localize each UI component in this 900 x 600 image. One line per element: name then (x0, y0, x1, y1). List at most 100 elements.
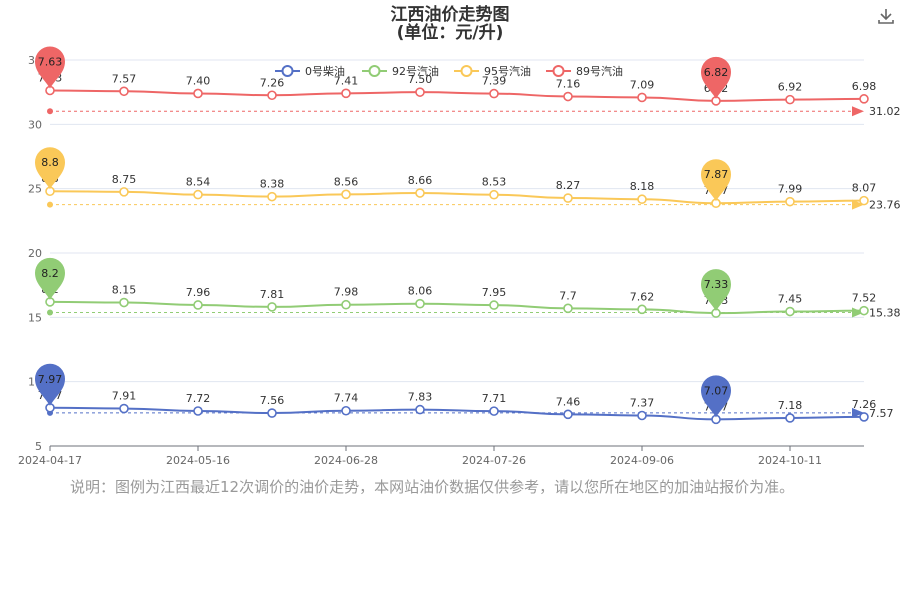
y-tick-label: 25 (28, 183, 42, 196)
legend-symbol (368, 65, 381, 77)
data-point (489, 300, 499, 310)
pin-shape (701, 56, 731, 99)
data-label: 7.37 (630, 397, 655, 410)
data-label: 7.7 (559, 289, 577, 302)
legend-item[interactable]: 92号汽油 (362, 64, 439, 78)
chart-title: 江西油价走势图 (391, 4, 510, 25)
legend-item[interactable]: 95号汽油 (454, 64, 531, 78)
data-point (637, 194, 647, 205)
data-label: 7.96 (186, 286, 211, 299)
average-start-dot (47, 201, 53, 208)
data-point (785, 196, 795, 207)
legend[interactable]: 0号柴油 92号汽油 95号汽油 89号汽油 (275, 64, 623, 78)
average-start-dot (47, 108, 53, 115)
series-path (49, 190, 865, 205)
data-point (193, 189, 203, 200)
pin-shape (701, 269, 731, 312)
y-tick-label: 15 (28, 311, 42, 324)
data-label: 7.50 (408, 73, 433, 86)
download-icon[interactable] (876, 6, 896, 26)
pin-label: 8.2 (41, 267, 59, 280)
data-point (785, 306, 795, 317)
series-line: 7.577.977.917.727.567.747.837.717.467.37… (38, 389, 894, 425)
data-label: 7.39 (482, 75, 507, 88)
x-tick-label: 2024-07-26 (462, 454, 526, 467)
data-label: 8.38 (260, 178, 285, 191)
legend-symbol (552, 65, 565, 77)
average-label: 23.76 (869, 199, 900, 212)
data-point (637, 304, 647, 315)
pin-shape (701, 159, 731, 202)
data-point (193, 406, 203, 416)
data-point (267, 302, 277, 312)
pin-shape (701, 375, 731, 418)
data-label: 7.26 (260, 76, 285, 89)
data-label: 7.16 (556, 78, 581, 91)
data-point (415, 188, 425, 198)
series-line: 31.027.637.577.407.267.417.507.397.167.0… (38, 71, 900, 118)
data-label: 7.71 (482, 392, 507, 405)
pin-label: 8.8 (41, 156, 59, 169)
x-tick-label: 2024-10-11 (758, 454, 822, 467)
data-point (859, 195, 869, 206)
data-point (119, 86, 129, 97)
y-tick-label: 20 (28, 247, 42, 260)
y-tick-label: 5 (35, 440, 42, 453)
data-label: 6.92 (778, 81, 803, 94)
pin-shape (35, 363, 65, 406)
data-point (267, 408, 277, 418)
max-pin: 7.97 (35, 363, 65, 406)
data-point (563, 303, 573, 314)
data-label: 7.46 (556, 395, 581, 408)
data-point (859, 305, 869, 316)
data-label: 7.56 (260, 394, 285, 407)
average-arrow (852, 407, 864, 418)
pin-label: 7.63 (38, 55, 63, 68)
data-point (341, 299, 351, 310)
data-label: 8.27 (556, 179, 581, 192)
legend-item[interactable]: 0号柴油 (275, 64, 345, 78)
data-label: 8.56 (334, 175, 359, 188)
data-label: 7.52 (852, 292, 877, 305)
data-point (489, 189, 499, 200)
data-point (193, 300, 203, 310)
data-label: 7.91 (112, 390, 137, 403)
max-pin: 7.63 (35, 46, 65, 89)
data-point (859, 94, 869, 104)
data-label: 7.95 (482, 286, 507, 299)
data-point (637, 92, 647, 103)
series-path (49, 300, 865, 315)
data-label: 8.06 (408, 285, 433, 298)
data-label: 8.54 (186, 176, 211, 189)
min-pin: 7.87 (701, 159, 731, 202)
data-label: 8.07 (852, 182, 877, 195)
data-point (785, 94, 795, 105)
data-point (489, 406, 499, 416)
data-label: 8.18 (630, 180, 655, 193)
pin-label: 7.87 (704, 168, 729, 181)
legend-label: 89号汽油 (576, 64, 623, 78)
data-point (267, 191, 277, 202)
chart-subtitle: (单位：元/升) (397, 22, 504, 43)
legend-label: 0号柴油 (305, 64, 345, 78)
data-label: 7.45 (778, 293, 803, 306)
data-label: 7.99 (778, 183, 803, 196)
data-point (489, 88, 499, 99)
grid-lines (50, 59, 864, 383)
legend-item[interactable]: 89号汽油 (546, 64, 623, 78)
pin-label: 7.07 (704, 384, 729, 397)
pin-shape (35, 147, 65, 190)
data-point (563, 193, 573, 203)
data-label: 7.74 (334, 392, 359, 405)
legend-symbol (460, 65, 473, 77)
data-label: 7.83 (408, 391, 433, 404)
footnote: 说明：图例为江西最近12次调价的油价走势，本网站油价数据仅供参考，请以您所在地区… (70, 478, 795, 496)
average-label: 15.38 (869, 306, 900, 319)
x-tick-label: 2024-04-17 (18, 454, 82, 467)
x-tick-label: 2024-09-06 (610, 454, 674, 467)
data-label: 8.15 (112, 284, 137, 297)
data-label: 7.40 (186, 74, 211, 87)
data-point (119, 403, 129, 414)
